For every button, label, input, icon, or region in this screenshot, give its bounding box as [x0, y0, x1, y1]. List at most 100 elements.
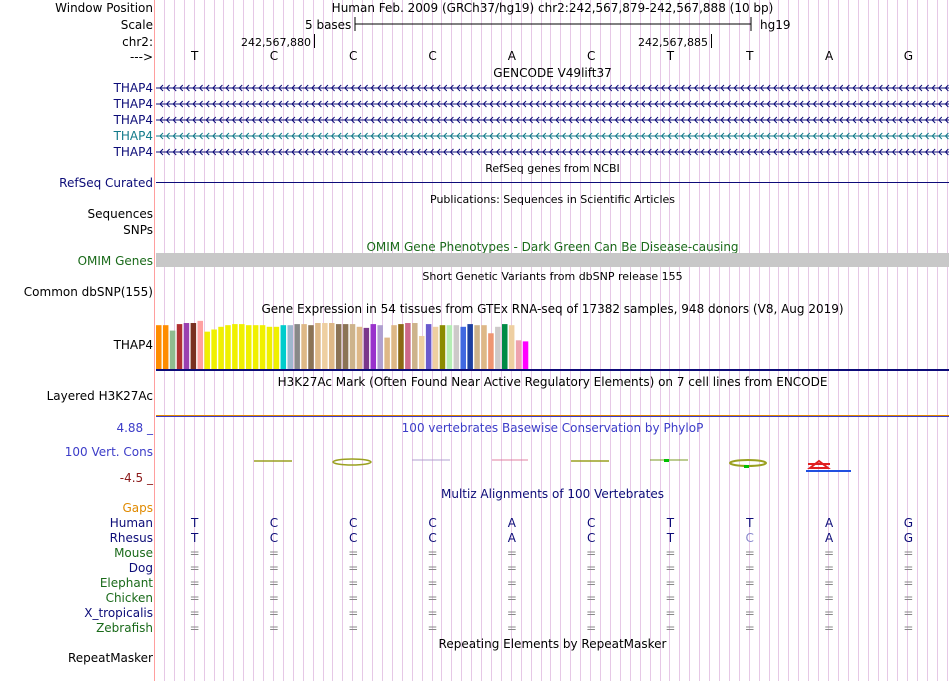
- gtex-tissue-bar[interactable]: [218, 326, 224, 370]
- gtex-tissue-bar[interactable]: [508, 325, 515, 370]
- gtex-tissue-bar[interactable]: [418, 335, 425, 370]
- gtex-tissue-bar[interactable]: [197, 320, 204, 370]
- gtex-tissue-bar[interactable]: [211, 329, 217, 371]
- gtex-tissue-bar[interactable]: [156, 325, 162, 370]
- refseq-label[interactable]: RefSeq Curated: [59, 176, 153, 190]
- species-label[interactable]: Zebrafish: [96, 621, 153, 635]
- alignment-base: =: [268, 606, 279, 620]
- gtex-tissue-bar[interactable]: [412, 323, 418, 370]
- gtex-tissue-bar[interactable]: [232, 324, 238, 370]
- gtex-tissue-bar[interactable]: [488, 333, 494, 370]
- gencode-transcript-label[interactable]: THAP4: [113, 97, 153, 111]
- phylop-logo-track[interactable]: [156, 452, 949, 476]
- gencode-transcript-line[interactable]: [156, 114, 949, 126]
- dbsnp-label[interactable]: Common dbSNP(155): [23, 285, 153, 299]
- gtex-tissue-bar[interactable]: [176, 324, 183, 370]
- gtex-tissue-bar[interactable]: [259, 325, 266, 370]
- gtex-tissue-bar[interactable]: [391, 325, 397, 370]
- species-label[interactable]: Mouse: [114, 546, 153, 560]
- gtex-tissue-bar[interactable]: [356, 326, 363, 370]
- species-label[interactable]: X_tropicalis: [84, 606, 153, 620]
- h3k27ac-label[interactable]: Layered H3K27Ac: [46, 389, 153, 403]
- gtex-tissue-bar[interactable]: [308, 325, 314, 370]
- gtex-tissue-bar[interactable]: [384, 337, 390, 370]
- gtex-gene-label[interactable]: THAP4: [113, 338, 153, 352]
- gtex-tissue-bar[interactable]: [405, 323, 411, 370]
- species-label[interactable]: Dog: [128, 561, 153, 575]
- gtex-tissue-bar[interactable]: [342, 324, 349, 370]
- gtex-tissue-bar[interactable]: [183, 323, 190, 370]
- refseq-line[interactable]: [156, 182, 949, 183]
- gtex-tissue-bar[interactable]: [204, 331, 210, 370]
- gtex-tissue-bar[interactable]: [245, 325, 252, 370]
- publications-title[interactable]: Publications: Sequences in Scientific Ar…: [430, 193, 675, 206]
- species-label[interactable]: Elephant: [99, 576, 153, 590]
- gtex-tissue-bar[interactable]: [460, 326, 466, 370]
- gtex-tissue-bar[interactable]: [481, 325, 487, 370]
- h3k27ac-title[interactable]: H3K27Ac Mark (Often Found Near Active Re…: [277, 375, 828, 389]
- gencode-transcript-label[interactable]: THAP4: [113, 129, 153, 143]
- gtex-tissue-bar[interactable]: [301, 324, 307, 370]
- gtex-tissue-bar[interactable]: [315, 323, 321, 370]
- gtex-tissue-bar[interactable]: [432, 326, 439, 370]
- gtex-tissue-bar[interactable]: [363, 327, 370, 370]
- gtex-tissue-bar[interactable]: [467, 324, 473, 370]
- gtex-tissue-bar[interactable]: [280, 325, 287, 370]
- gtex-tissue-bar[interactable]: [322, 323, 328, 370]
- gencode-title[interactable]: GENCODE V49lift37: [493, 66, 612, 80]
- gtex-tissue-bar[interactable]: [266, 326, 273, 370]
- gtex-tissue-bar[interactable]: [239, 324, 245, 370]
- snps-label[interactable]: SNPs: [123, 223, 153, 237]
- dbsnp-title[interactable]: Short Genetic Variants from dbSNP releas…: [422, 270, 683, 283]
- gtex-tissue-bar[interactable]: [294, 324, 300, 370]
- gtex-tissue-bar[interactable]: [398, 324, 404, 370]
- gtex-tissue-bar[interactable]: [169, 330, 176, 370]
- gtex-tissue-bar[interactable]: [439, 325, 446, 370]
- gtex-tissue-bar[interactable]: [162, 325, 169, 370]
- gtex-tissue-bar[interactable]: [225, 325, 231, 370]
- gtex-tissue-bar[interactable]: [446, 325, 453, 370]
- omim-gene-bar[interactable]: [156, 253, 949, 267]
- phylop-label[interactable]: 100 Vert. Cons: [64, 445, 153, 459]
- multiz-title[interactable]: Multiz Alignments of 100 Vertebrates: [440, 487, 665, 501]
- gtex-tissue-bar[interactable]: [335, 324, 342, 370]
- gtex-tissue-bar[interactable]: [502, 324, 508, 370]
- gtex-tissue-bar[interactable]: [515, 340, 522, 370]
- omim-label[interactable]: OMIM Genes: [77, 254, 153, 268]
- gtex-tissue-bar[interactable]: [287, 325, 293, 370]
- window-position-text: Human Feb. 2009 (GRCh37/hg19) chr2:242,5…: [331, 1, 774, 15]
- gtex-tissue-bar[interactable]: [370, 324, 377, 370]
- repeatmasker-label[interactable]: RepeatMasker: [67, 651, 153, 665]
- species-label[interactable]: Chicken: [105, 591, 153, 605]
- gencode-transcript-line[interactable]: [156, 98, 949, 110]
- gencode-transcript-line[interactable]: [156, 130, 949, 142]
- gencode-transcript-line[interactable]: [156, 82, 949, 94]
- omim-title[interactable]: OMIM Gene Phenotypes - Dark Green Can Be…: [366, 240, 739, 254]
- gencode-transcript-label[interactable]: THAP4: [113, 113, 153, 127]
- gtex-tissue-bar[interactable]: [425, 324, 432, 370]
- gtex-bar-chart[interactable]: [156, 316, 536, 370]
- ruler-base: T: [746, 49, 754, 63]
- gtex-tissue-bar[interactable]: [273, 326, 280, 370]
- gtex-tissue-bar[interactable]: [349, 324, 356, 370]
- gtex-tissue-bar[interactable]: [495, 326, 501, 370]
- gtex-tissue-bar[interactable]: [453, 325, 460, 370]
- sequences-label[interactable]: Sequences: [87, 207, 153, 221]
- gaps-label[interactable]: Gaps: [122, 501, 153, 515]
- alignment-base: =: [824, 621, 835, 635]
- phylop-title[interactable]: 100 vertebrates Basewise Conservation by…: [401, 421, 704, 435]
- gtex-tissue-bar[interactable]: [522, 341, 529, 370]
- repeatmasker-title[interactable]: Repeating Elements by RepeatMasker: [438, 637, 667, 651]
- gtex-tissue-bar[interactable]: [252, 325, 259, 370]
- gtex-tissue-bar[interactable]: [377, 325, 383, 370]
- gencode-transcript-label[interactable]: THAP4: [113, 81, 153, 95]
- gtex-tissue-bar[interactable]: [190, 323, 197, 370]
- gtex-title[interactable]: Gene Expression in 54 tissues from GTEx …: [261, 302, 844, 316]
- gtex-tissue-bar[interactable]: [474, 325, 480, 370]
- gencode-transcript-label[interactable]: THAP4: [113, 145, 153, 159]
- gencode-transcript-line[interactable]: [156, 146, 949, 158]
- species-label[interactable]: Human: [109, 516, 153, 530]
- gtex-tissue-bar[interactable]: [329, 323, 335, 370]
- species-label[interactable]: Rhesus: [109, 531, 153, 545]
- refseq-title[interactable]: RefSeq genes from NCBI: [485, 162, 620, 175]
